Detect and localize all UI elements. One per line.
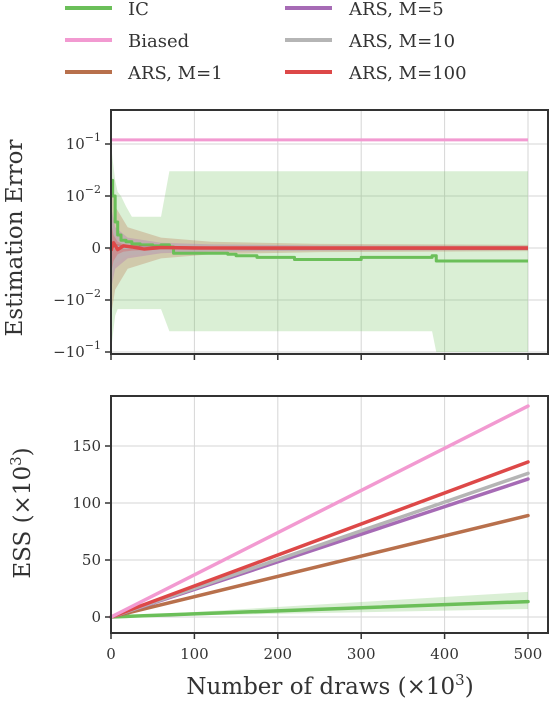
bottom-bands — [111, 591, 528, 617]
bottom-y-tick-label: 50 — [82, 551, 101, 569]
bottom-x-tick-label: 400 — [430, 645, 459, 663]
bottom-y-tick-label: 0 — [91, 608, 101, 626]
bottom-x-tick-label: 100 — [180, 645, 209, 663]
legend-entry-ars-m5: ARS, M=5 — [285, 0, 444, 20]
bottom-y-tick-label: 100 — [72, 494, 101, 512]
bottom-band-ic — [111, 591, 528, 617]
legend-entry-biased: Biased — [65, 31, 189, 52]
bottom-x-label-exp: 3 — [455, 671, 465, 689]
legend-label-ars-m100: ARS, M=100 — [348, 63, 467, 84]
legend-label-biased: Biased — [128, 31, 189, 52]
top-line-ic — [111, 178, 528, 263]
top-panel: 10−1 10−2 0 −10−2 −10−1 Estimation Error — [2, 109, 549, 361]
top-lines — [109, 138, 528, 263]
top-ticks: 10−1 10−2 0 −10−2 −10−1 — [53, 131, 529, 361]
bottom-x-tick-label: 500 — [514, 645, 543, 663]
top-y-tick-label: −10−1 — [53, 339, 101, 361]
legend-entry-ars-m1: ARS, M=1 — [65, 63, 223, 84]
bottom-x-label-main: Number of draws (×10 — [186, 674, 455, 700]
top-plot-frame — [110, 109, 549, 355]
bottom-y-axis-label: ESS (×103) — [7, 447, 36, 578]
legend-label-ars-m1: ARS, M=1 — [127, 63, 223, 84]
top-y-tick-label: 0 — [91, 239, 101, 257]
bottom-x-tick-label: 0 — [106, 645, 116, 663]
bottom-y-label-exp: 3 — [7, 456, 25, 466]
bottom-ticks: 0 100 200 300 400 500 0 50 100 150 — [72, 437, 542, 663]
legend-entry-ic: IC — [65, 0, 149, 20]
bottom-line-ars-m-100 — [109, 460, 530, 619]
legend: IC Biased ARS, M=1 ARS, M=5 ARS, M=10 AR… — [65, 0, 467, 84]
legend-label-ic: IC — [128, 0, 149, 20]
legend-entry-ars-m10: ARS, M=10 — [285, 31, 455, 52]
bottom-plot-frame — [110, 395, 549, 634]
bottom-line-ars-m-10 — [109, 471, 530, 619]
top-y-tick-label: 10−2 — [66, 183, 101, 205]
legend-label-ars-m5: ARS, M=5 — [348, 0, 444, 20]
legend-label-ars-m10: ARS, M=10 — [348, 31, 455, 52]
bottom-line-ars-m-1 — [109, 513, 530, 619]
bottom-line-biased — [109, 404, 530, 619]
bottom-y-label-close: ) — [10, 447, 36, 456]
top-y-tick-label: −10−2 — [53, 287, 101, 309]
top-line-ars-m-100 — [109, 241, 528, 252]
top-y-axis-label: Estimation Error — [2, 140, 28, 337]
bottom-x-label-close: ) — [465, 674, 474, 700]
bottom-lines — [109, 404, 530, 619]
bottom-y-label-main: ESS (×10 — [10, 466, 36, 579]
legend-entry-ars-m100: ARS, M=100 — [285, 63, 467, 84]
top-y-tick-label: 10−1 — [66, 131, 101, 153]
bottom-y-tick-label: 150 — [72, 437, 101, 455]
bottom-line-ic — [109, 599, 530, 619]
bottom-grid — [110, 396, 548, 633]
bottom-x-tick-label: 300 — [347, 645, 376, 663]
bottom-x-tick-label: 200 — [263, 645, 292, 663]
bottom-x-axis-label: Number of draws (×103) — [186, 671, 473, 700]
